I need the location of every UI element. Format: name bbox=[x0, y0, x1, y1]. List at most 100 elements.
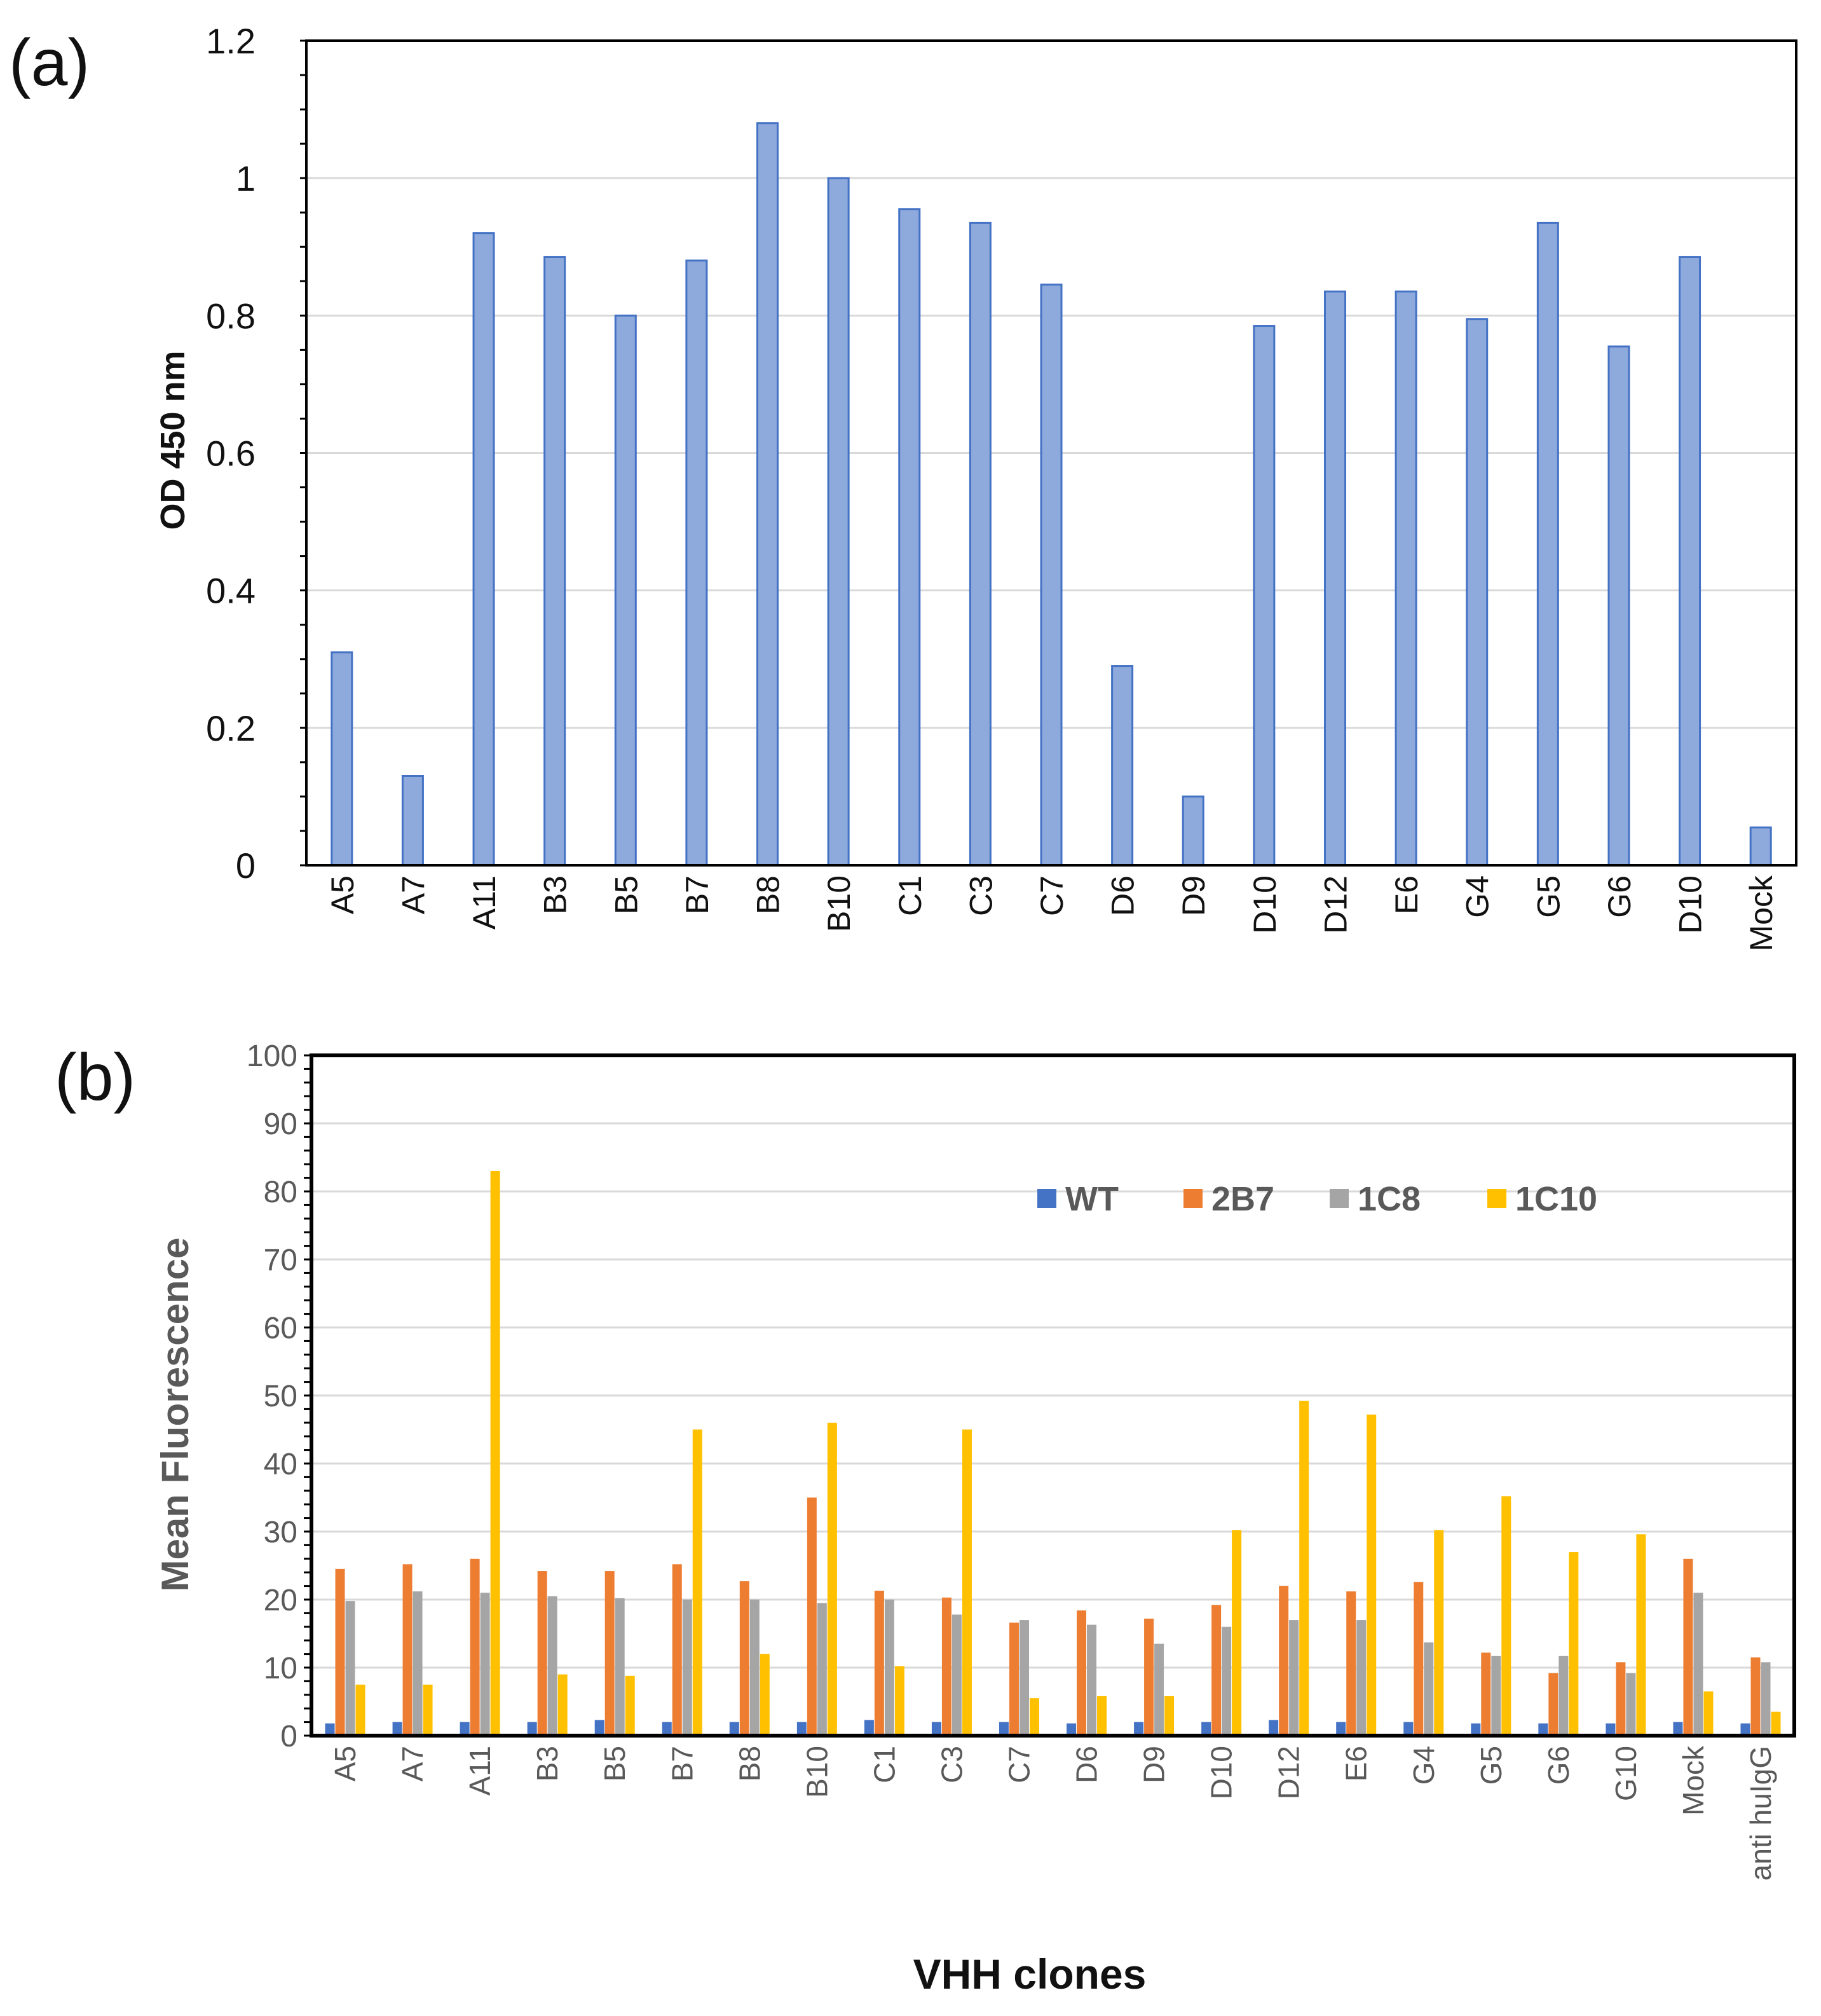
chart-a-bar-15 bbox=[1323, 291, 1346, 867]
chart-b-bar-wt-1 bbox=[325, 1723, 335, 1736]
chart-a-bar-3 bbox=[472, 232, 495, 867]
chart-a-xtick-label: G6 bbox=[1602, 875, 1637, 918]
chart-a-plot-frame bbox=[305, 39, 1797, 867]
chart-b-ytick-label: 10 bbox=[264, 1652, 297, 1685]
chart-b-bar-2b7-19 bbox=[1548, 1673, 1558, 1736]
chart-b-ytick-label: 90 bbox=[264, 1107, 297, 1141]
chart-a-bar-7 bbox=[756, 122, 779, 867]
chart-b-bar-1c10-8 bbox=[827, 1422, 837, 1736]
chart-b-xtick-label: E6 bbox=[1340, 1746, 1373, 1781]
chart-b-xtick-label: D12 bbox=[1272, 1746, 1306, 1799]
chart-a: 0 0.2 0.4 0.6 0.8 1 1.2 A5 A7 A11 B3 B5 B7 B8 B10 C1 C3 C… bbox=[154, 21, 1797, 951]
chart-b-bar-1c10-10 bbox=[962, 1429, 972, 1736]
chart-a-ytick-label: 0.2 bbox=[206, 708, 256, 748]
chart-b-bar-wt-10 bbox=[931, 1722, 941, 1736]
chart-a-xtick-label: A11 bbox=[467, 875, 502, 929]
chart-a-ytick-label: 0.4 bbox=[206, 571, 256, 611]
chart-b-legend-label-1c10: 1C10 bbox=[1515, 1180, 1597, 1218]
chart-b-bar-2b7-11 bbox=[1009, 1622, 1019, 1736]
chart-b-bar-1c10-20 bbox=[1636, 1534, 1646, 1736]
chart-b-bar-1c8-2 bbox=[413, 1591, 423, 1736]
chart-b: 0 10 20 30 40 50 60 70 80 90 100 A5 A7 A11 B3 B5 B7 B8 B10… bbox=[154, 1039, 1796, 1998]
chart-a-ytick-label: 1 bbox=[236, 158, 256, 198]
chart-b-ylabel: Mean Fluorescence bbox=[154, 1238, 196, 1592]
chart-b-bar-1c10-12 bbox=[1097, 1696, 1107, 1736]
chart-b-legend-swatch-2b7 bbox=[1183, 1189, 1203, 1208]
chart-b-bar-1c8-11 bbox=[1019, 1620, 1029, 1736]
chart-b-bar-1c10-1 bbox=[355, 1684, 365, 1736]
chart-b-bar-wt-4 bbox=[527, 1722, 537, 1736]
chart-b-bar-1c8-19 bbox=[1558, 1656, 1569, 1736]
chart-b-bar-1c8-12 bbox=[1087, 1624, 1097, 1736]
chart-b-bar-1c8-8 bbox=[817, 1603, 827, 1736]
chart-b-bar-2b7-18 bbox=[1481, 1652, 1491, 1736]
chart-b-bar-2b7-9 bbox=[874, 1591, 884, 1736]
chart-b-bar-1c10-19 bbox=[1569, 1552, 1579, 1736]
chart-b-bar-1c8-3 bbox=[480, 1593, 490, 1736]
chart-b-bar-wt-16 bbox=[1336, 1722, 1346, 1736]
chart-b-xtick-label: C3 bbox=[935, 1746, 968, 1783]
chart-b-xtick-label: A11 bbox=[463, 1746, 496, 1795]
panel-a-label: (a) bbox=[9, 26, 90, 100]
chart-b-xtick-label: A7 bbox=[396, 1746, 429, 1781]
chart-b-ytick-label: 100 bbox=[247, 1039, 297, 1073]
chart-b-xtick-label: G4 bbox=[1407, 1746, 1440, 1785]
chart-b-xtick-label: B7 bbox=[665, 1746, 699, 1781]
chart-a-xtick-label: D10 bbox=[1673, 875, 1708, 934]
chart-b-bar-1c8-5 bbox=[615, 1598, 625, 1736]
chart-a-bar-21 bbox=[1749, 826, 1772, 867]
chart-b-bar-1c8-17 bbox=[1424, 1642, 1434, 1736]
chart-a-bar-5 bbox=[614, 314, 637, 867]
chart-a-bar-8 bbox=[827, 177, 850, 867]
chart-b-bar-1c10-18 bbox=[1501, 1496, 1511, 1736]
chart-b-bar-2b7-8 bbox=[807, 1497, 817, 1736]
chart-b-bar-1c10-2 bbox=[423, 1684, 433, 1736]
chart-b-bar-wt-20 bbox=[1606, 1723, 1616, 1736]
chart-b-bar-1c8-16 bbox=[1356, 1620, 1367, 1736]
chart-b-legend-label-1c8: 1C8 bbox=[1358, 1180, 1421, 1218]
chart-a-bar-2 bbox=[401, 774, 424, 867]
chart-b-bar-2b7-10 bbox=[941, 1597, 951, 1736]
chart-b-bar-2b7-16 bbox=[1346, 1591, 1356, 1736]
chart-b-bar-1c8-1 bbox=[345, 1601, 355, 1736]
chart-b-xtick-label: B3 bbox=[531, 1746, 564, 1781]
chart-b-bar-wt-11 bbox=[999, 1722, 1009, 1736]
chart-b-bar-2b7-7 bbox=[739, 1581, 749, 1736]
chart-b-legend-label-2b7: 2B7 bbox=[1211, 1180, 1274, 1218]
panel-b-label: (b) bbox=[55, 1041, 136, 1114]
chart-a-xtick-label: E6 bbox=[1389, 875, 1424, 914]
chart-b-bar-1c8-10 bbox=[951, 1614, 962, 1736]
chart-b-bar-1c8-9 bbox=[884, 1600, 894, 1736]
chart-b-bar-1c8-7 bbox=[749, 1600, 760, 1736]
chart-a-xtick-label: B8 bbox=[751, 875, 786, 914]
chart-b-bar-1c8-20 bbox=[1626, 1673, 1636, 1736]
chart-b-bar-wt-7 bbox=[729, 1722, 739, 1736]
chart-a-xtick-label: C3 bbox=[963, 875, 999, 916]
chart-b-xtick-label: C7 bbox=[1002, 1746, 1035, 1783]
chart-b-bar-1c8-6 bbox=[682, 1600, 692, 1736]
chart-b-bar-2b7-15 bbox=[1279, 1586, 1289, 1736]
chart-b-ytick-label: 30 bbox=[264, 1516, 297, 1549]
chart-a-xtick-label: D9 bbox=[1176, 875, 1211, 916]
chart-b-bar-wt-2 bbox=[392, 1722, 402, 1736]
chart-b-bar-wt-3 bbox=[460, 1722, 470, 1736]
chart-b-bar-wt-21 bbox=[1673, 1722, 1683, 1736]
chart-b-xtick-label: Mock bbox=[1677, 1745, 1710, 1816]
chart-a-xtick-label: B10 bbox=[821, 875, 857, 932]
chart-b-bar-2b7-20 bbox=[1616, 1662, 1626, 1736]
chart-a-bar-19 bbox=[1607, 345, 1630, 867]
chart-b-ytick-label: 60 bbox=[264, 1312, 297, 1345]
chart-a-xtick-label: B7 bbox=[679, 875, 715, 914]
chart-b-bar-wt-6 bbox=[662, 1722, 672, 1736]
chart-a-bar-18 bbox=[1536, 221, 1559, 867]
chart-b-legend-swatch-1c10 bbox=[1487, 1189, 1506, 1208]
chart-b-legend-swatch-1c8 bbox=[1330, 1189, 1349, 1208]
chart-b-bar-wt-13 bbox=[1134, 1722, 1144, 1736]
chart-b-bar-1c10-13 bbox=[1164, 1696, 1175, 1736]
chart-b-xtick-label: G6 bbox=[1542, 1746, 1575, 1785]
chart-a-xtick-label: G4 bbox=[1460, 875, 1496, 918]
chart-b-legend-swatch-wt bbox=[1037, 1189, 1056, 1208]
chart-b-bar-wt-8 bbox=[796, 1722, 807, 1736]
chart-a-xtick-label: A5 bbox=[325, 875, 360, 914]
